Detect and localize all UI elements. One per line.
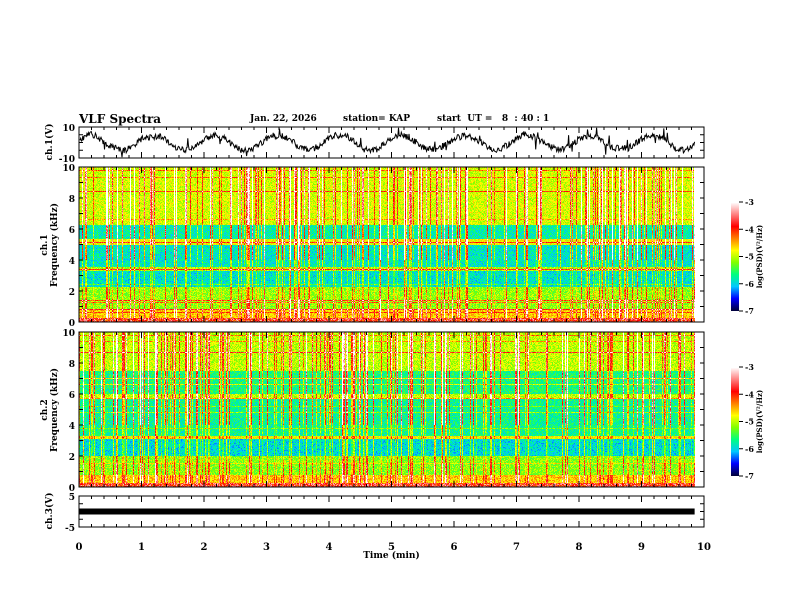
ch3-waveform-trace: [79, 508, 695, 515]
ch1-waveform-trace: [79, 127, 696, 158]
y-tick-label: 6: [69, 226, 75, 236]
panel-2-frame: [78, 166, 705, 323]
ch1-y-axis-label: ch.1(V): [44, 124, 55, 161]
x-tick-label: 7: [513, 542, 520, 553]
x-tick-label: 10: [697, 542, 711, 553]
ch1-spectrogram-image: [79, 167, 695, 322]
y-tick-label: -5: [65, 524, 75, 534]
y-tick-label: 4: [69, 257, 75, 267]
colorbar-label: log(PSD)(V²/Hz): [755, 390, 764, 454]
y-tick-label: 8: [69, 360, 75, 370]
colorbar-tick-label: -4: [745, 389, 754, 399]
panel-3-frame: [78, 331, 705, 488]
y-tick-label: 10: [62, 164, 75, 174]
ch2-spectrogram-image: [79, 332, 695, 487]
colorbar-tick-label: -3: [745, 362, 754, 372]
x-tick-label: 1: [138, 542, 145, 553]
y-tick-label: 0: [69, 484, 75, 494]
x-tick-label: 4: [326, 542, 333, 553]
x-tick-label: 3: [263, 542, 270, 553]
y-tick-label: 2: [69, 288, 75, 298]
colorbar-tick-label: -7: [745, 471, 754, 481]
colorbar-tick-label: -3: [745, 197, 754, 207]
start-ut-label: start UT = 8 : 40 : 1: [437, 114, 550, 124]
date-label: Jan. 22, 2026: [250, 114, 317, 124]
station-label: station= KAP: [343, 114, 411, 124]
y-tick-label: 10: [62, 329, 75, 339]
x-tick-label: 9: [638, 542, 645, 553]
y-tick-label: 4: [69, 422, 75, 432]
x-tick-label: 5: [388, 542, 395, 553]
y-tick-label: 2: [69, 453, 75, 463]
x-tick-label: 8: [576, 542, 583, 553]
y-tick-label: 0: [69, 319, 75, 329]
y-tick-label: 10: [62, 124, 75, 134]
ch2-spectrogram-label: ch.2: [40, 399, 50, 420]
colorbar-tick-label: -7: [745, 306, 754, 316]
y-tick-label: -10: [59, 155, 75, 165]
colorbar-tick-label: -4: [745, 224, 754, 234]
x-tick-label: 0: [76, 542, 83, 553]
ch3-y-axis-label: ch.3(V): [44, 493, 55, 530]
ch1-spectrogram-label: ch.1: [40, 234, 50, 255]
ch1-frequency-axis-label: Frequency (kHz): [49, 203, 60, 287]
ch2-frequency-axis-label: Frequency (kHz): [49, 368, 60, 452]
y-tick-label: 6: [69, 391, 75, 401]
colorbar-tick-label: -5: [745, 417, 754, 427]
figure-title: VLF Spectra: [79, 112, 162, 126]
x-axis-label: Time (min): [363, 550, 420, 561]
colorbar-tick-label: -6: [745, 279, 754, 289]
ch2-colorbar: [731, 367, 739, 476]
colorbar-tick-label: -5: [745, 252, 754, 262]
x-tick-label: 6: [451, 542, 458, 553]
x-tick-label: 2: [201, 542, 208, 553]
y-tick-label: 8: [69, 195, 75, 205]
ch1-colorbar: [731, 202, 739, 311]
colorbar-tick-label: -6: [745, 444, 754, 454]
colorbar-label: log(PSD)(V²/Hz): [755, 225, 764, 289]
y-tick-label: 5: [69, 493, 75, 503]
